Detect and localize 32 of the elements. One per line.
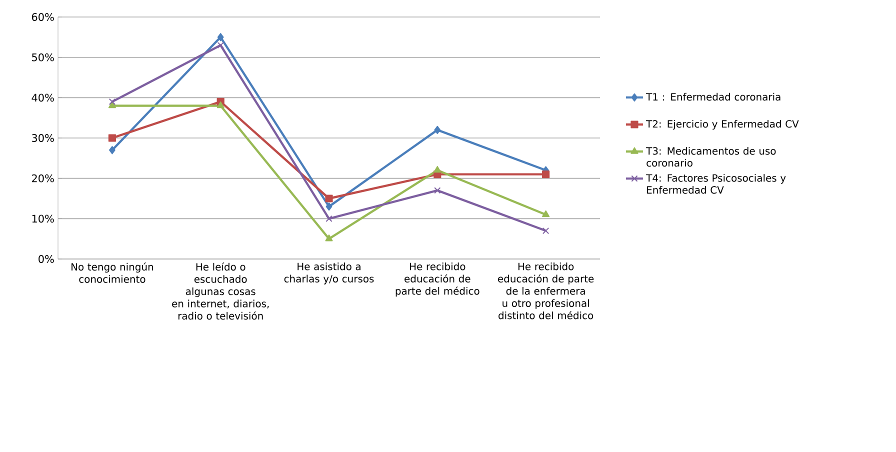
x-tick-label: He leído o escuchado algunas cosas en internet, diarios, radio o televisión: [172, 262, 269, 320]
y-tick-label: 50%: [32, 53, 54, 62]
point: [325, 234, 333, 242]
point: [108, 98, 116, 106]
point: [542, 210, 550, 218]
point: [217, 42, 224, 49]
legend-label: T2: Ejercicio y Enfermedad CV: [646, 120, 799, 130]
point: [216, 101, 224, 108]
x-tick-label: He asistido a charlas y/o cursos: [284, 262, 374, 284]
point: [325, 194, 333, 202]
point: [109, 146, 116, 154]
point: [326, 215, 332, 222]
x-tick-label: He recibido educación de parte del médico: [396, 262, 480, 297]
x-tick-label: No tengo ningún conocimiento: [72, 262, 154, 283]
point: [326, 202, 332, 211]
point: [542, 227, 550, 234]
y-tick-label: 20%: [32, 174, 54, 182]
y-tick-label: 0%: [38, 255, 54, 263]
y-tick-label: 10%: [32, 214, 54, 223]
legend-label: T1 : Enfermedad coronaria: [646, 92, 780, 101]
y-tick-label: 40%: [32, 94, 54, 102]
y-tick-label: 60%: [32, 13, 54, 21]
point: [434, 126, 441, 134]
x-tick-label: He recibido educación de parte de la enfermera u otro profesional distinto del médico: [498, 262, 594, 320]
point: [542, 170, 550, 178]
y-tick-label: 30%: [32, 134, 54, 142]
point: [217, 33, 224, 42]
point: [434, 166, 442, 173]
legend-label: T4: Factores Psicosociales y Enfermedad CV: [646, 174, 786, 194]
legend-label: T3: Medicamentos de uso coronario: [646, 146, 776, 167]
point: [108, 134, 116, 142]
point: [434, 187, 441, 194]
